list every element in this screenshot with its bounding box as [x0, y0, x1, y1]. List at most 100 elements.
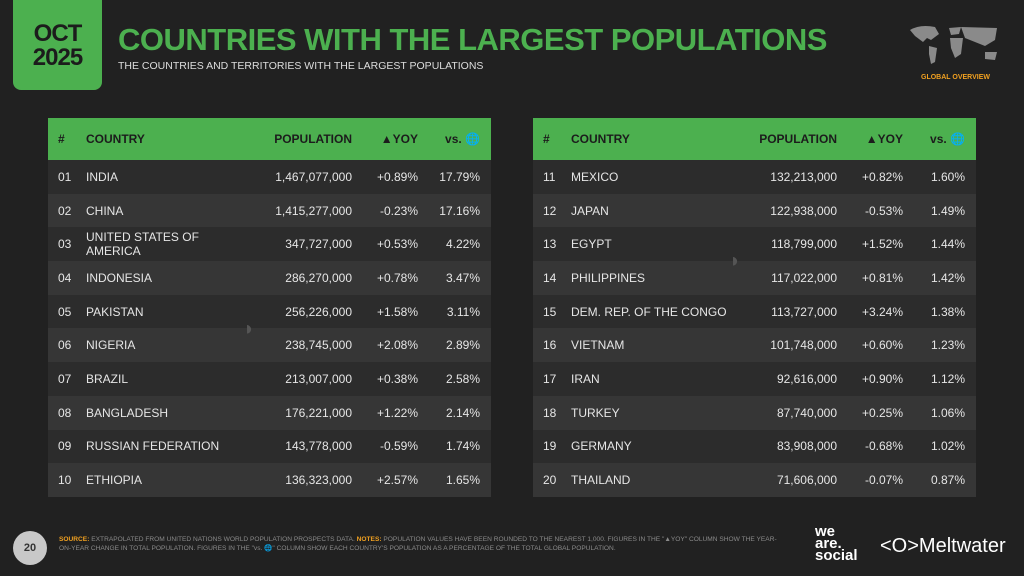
header-yoy: ▲YOY [380, 132, 418, 146]
cell-rank: 17 [543, 371, 557, 386]
cell-population: 347,727,000 [285, 237, 352, 252]
cell-vs: 4.22% [445, 237, 480, 252]
table-row: 14 PHILIPPINES 117,022,000 +0.81% 1.42% [533, 261, 976, 295]
section-label: GLOBAL OVERVIEW [921, 74, 990, 81]
table-row: 18 TURKEY 87,740,000 +0.25% 1.06% [533, 395, 976, 430]
cell-yoy: +0.90% [861, 371, 903, 386]
table-row: 10 ETHIOPIA 136,323,000 +2.57% 1.65% [48, 463, 491, 497]
cell-population: 113,727,000 [771, 304, 837, 319]
table-row: 01 INDIA 1,467,077,000 +0.89% 17.79% [48, 160, 491, 194]
badge-year: 2025 [32, 44, 83, 71]
world-map-icon [910, 26, 997, 64]
cell-vs: 2.58% [445, 371, 480, 386]
table-header: # COUNTRY POPULATION ▲YOY vs. 🌐 [533, 118, 976, 160]
cell-rank: 15 [543, 304, 557, 319]
table-row: 15 DEM. REP. OF THE CONGO 113,727,000 +3.24… [533, 294, 976, 329]
cell-yoy: +1.58% [376, 304, 418, 319]
cell-yoy: +0.78% [376, 270, 418, 285]
table-row: 11 MEXICO 132,213,000 +0.82% 1.60% [533, 160, 976, 194]
header-country: COUNTRY [86, 132, 145, 146]
cell-vs: 3.11% [446, 304, 480, 319]
cell-country: JAPAN [571, 203, 609, 218]
table-row: 04 INDONESIA 286,270,000 +0.78% 3.47% [48, 261, 491, 295]
cell-population: 118,799,000 [771, 237, 837, 252]
right-table: # COUNTRY POPULATION ▲YOY vs. 🌐 11 MEXICO… [533, 118, 976, 497]
cell-country: PAKISTAN [86, 304, 144, 319]
meltwater-logo: <O>Meltwater [880, 535, 1006, 557]
cell-vs: 3.47% [445, 270, 480, 285]
cell-population: 83,908,000 [776, 439, 837, 454]
cell-vs: 1.38% [930, 304, 965, 319]
table-row: 09 RUSSIAN FEDERATION 143,778,000 -0.59% 1.7… [48, 429, 491, 464]
cell-vs: 1.23% [930, 338, 965, 353]
header-country: COUNTRY [571, 132, 630, 146]
cell-country: TURKEY [571, 405, 620, 420]
cell-rank: 06 [58, 338, 72, 353]
cell-population: 71,606,000 [776, 473, 837, 488]
page-number: 20 [13, 531, 47, 565]
watermark-icon: ◗ [243, 318, 256, 340]
cell-population: 101,748,000 [770, 338, 837, 353]
source-label: SOURCE: [59, 536, 90, 543]
cell-rank: 05 [58, 304, 72, 319]
cell-country: NIGERIA [86, 338, 136, 353]
cell-population: 1,415,277,000 [275, 203, 352, 218]
cell-country: CHINA [86, 203, 124, 218]
table-row: 06 NIGERIA 238,745,000 +2.08% 2.89% [48, 328, 491, 363]
cell-vs: 0.87% [930, 473, 965, 488]
cell-rank: 03 [58, 237, 72, 252]
cell-rank: 12 [543, 203, 557, 218]
table-row: 13 EGYPT 118,799,000 +1.52% 1.44% [533, 227, 976, 262]
cell-vs: 1.12% [930, 371, 965, 386]
cell-rank: 02 [58, 203, 72, 218]
cell-yoy: +3.24% [861, 304, 903, 319]
header-vs-world: vs. 🌐 [930, 132, 965, 146]
cell-rank: 10 [58, 473, 72, 488]
cell-population: 136,323,000 [285, 473, 352, 488]
header-rank: # [58, 132, 65, 146]
cell-yoy: +0.89% [376, 169, 418, 184]
table-header: # COUNTRY POPULATION ▲YOY vs. 🌐 [48, 118, 491, 160]
cell-vs: 1.65% [445, 473, 480, 488]
cell-yoy: +2.57% [376, 473, 418, 488]
cell-vs: 1.44% [930, 237, 965, 252]
cell-population: 87,740,000 [776, 405, 837, 420]
cell-vs: 1.60% [930, 169, 965, 184]
header-rank: # [543, 132, 550, 146]
header-yoy: ▲YOY [865, 132, 903, 146]
cell-population: 176,221,000 [285, 405, 352, 420]
cell-country: IRAN [571, 371, 600, 386]
cell-rank: 14 [543, 270, 557, 285]
header-population: POPULATION [759, 132, 837, 146]
cell-yoy: +0.38% [376, 371, 418, 386]
cell-country: UNITED STATES OF AMERICA [86, 230, 199, 259]
table-row: 07 BRAZIL 213,007,000 +0.38% 2.58% [48, 362, 491, 396]
cell-population: 256,226,000 [285, 304, 352, 319]
source-text: EXTRAPOLATED FROM UNITED NATIONS WORLD P… [91, 536, 355, 543]
table-row: 12 JAPAN 122,938,000 -0.53% 1.49% [533, 193, 976, 228]
cell-yoy: -0.68% [864, 439, 903, 454]
cell-population: 286,270,000 [285, 270, 352, 285]
cell-yoy: +0.60% [861, 338, 903, 353]
cell-country: PHILIPPINES [571, 270, 646, 285]
cell-country: GERMANY [571, 439, 632, 454]
cell-yoy: +0.53% [376, 237, 418, 252]
table-row: 05 PAKISTAN 256,226,000 +1.58% 3.11% [48, 294, 491, 329]
cell-population: 238,745,000 [285, 338, 352, 353]
cell-rank: 19 [543, 439, 557, 454]
header-vs-world: vs. 🌐 [445, 132, 480, 146]
cell-yoy: +0.82% [861, 169, 903, 184]
cell-yoy: -0.23% [379, 203, 418, 218]
cell-rank: 09 [58, 439, 72, 454]
cell-yoy: +0.25% [861, 405, 903, 420]
cell-vs: 2.14% [445, 405, 480, 420]
we-are-social-logo: we are. social [815, 523, 858, 564]
cell-rank: 07 [58, 371, 72, 386]
cell-country: BRAZIL [86, 371, 129, 386]
cell-country: EGYPT [571, 237, 612, 252]
page-title: COUNTRIES WITH THE LARGEST POPULATIONS [118, 22, 827, 57]
cell-population: 143,778,000 [285, 439, 352, 454]
cell-country: BANGLADESH [86, 405, 169, 420]
cell-rank: 13 [543, 237, 557, 252]
cell-country: DEM. REP. OF THE CONGO [571, 304, 727, 319]
